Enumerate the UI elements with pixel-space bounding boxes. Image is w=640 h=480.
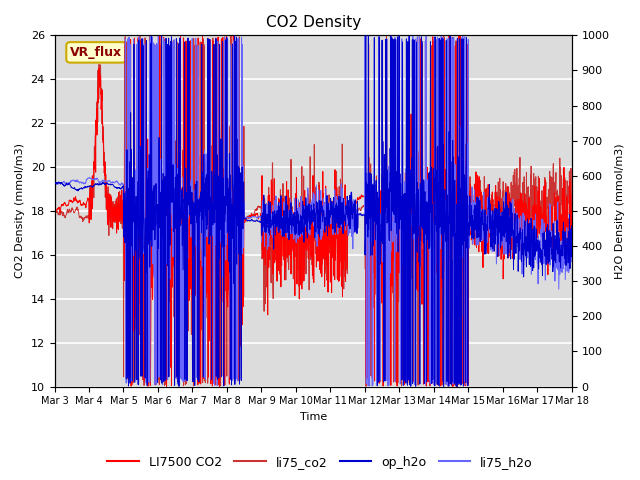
Y-axis label: H2O Density (mmol/m3): H2O Density (mmol/m3)	[615, 143, 625, 279]
Title: CO2 Density: CO2 Density	[266, 15, 361, 30]
Legend: LI7500 CO2, li75_co2, op_h2o, li75_h2o: LI7500 CO2, li75_co2, op_h2o, li75_h2o	[102, 451, 538, 474]
X-axis label: Time: Time	[300, 412, 327, 422]
Y-axis label: CO2 Density (mmol/m3): CO2 Density (mmol/m3)	[15, 144, 25, 278]
Text: VR_flux: VR_flux	[70, 46, 122, 59]
